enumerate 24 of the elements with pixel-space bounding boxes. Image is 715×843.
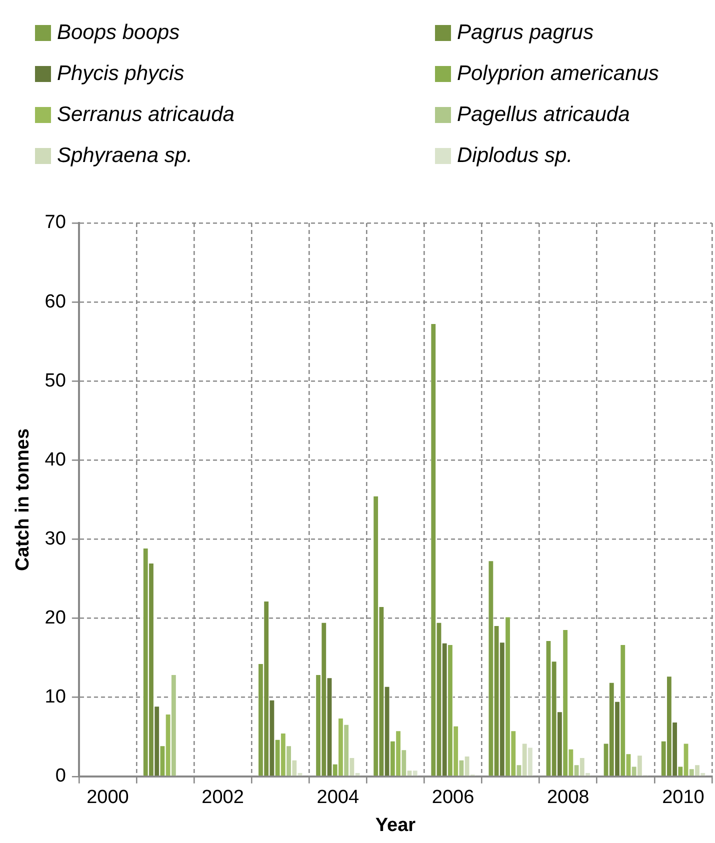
legend-label: Serranus atricauda xyxy=(57,102,234,126)
x-tick-label: 2010 xyxy=(662,787,704,808)
x-axis-title: Year xyxy=(375,814,416,836)
y-tick-label: 60 xyxy=(44,291,66,312)
y-tick-label: 50 xyxy=(44,370,66,392)
y-tick-label: 30 xyxy=(44,528,66,550)
legend-label: Polyprion americanus xyxy=(457,62,659,86)
legend-label: Diplodus sp. xyxy=(457,144,573,168)
y-axis-title: Catch in tonnes xyxy=(12,428,34,571)
x-tick-label: 2000 xyxy=(86,787,129,808)
y-tick-label: 20 xyxy=(44,608,66,629)
x-tick-label: 2008 xyxy=(546,787,590,808)
legend-label: Phycis phycis xyxy=(57,62,184,86)
y-tick-label: 70 xyxy=(44,212,66,234)
legend-label: Boops boops xyxy=(57,20,180,44)
legend-label: Sphyraena sp. xyxy=(57,144,192,168)
legend-label: Pagrus pagrus xyxy=(457,20,594,44)
x-tick-label: 2004 xyxy=(316,787,360,808)
legend-label: Pagellus atricauda xyxy=(457,102,630,126)
y-tick-label: 0 xyxy=(55,766,66,787)
x-tick-label: 2002 xyxy=(202,787,244,808)
y-tick-label: 10 xyxy=(44,686,66,708)
x-tick-label: 2006 xyxy=(432,787,474,808)
y-tick-label: 40 xyxy=(44,449,66,470)
